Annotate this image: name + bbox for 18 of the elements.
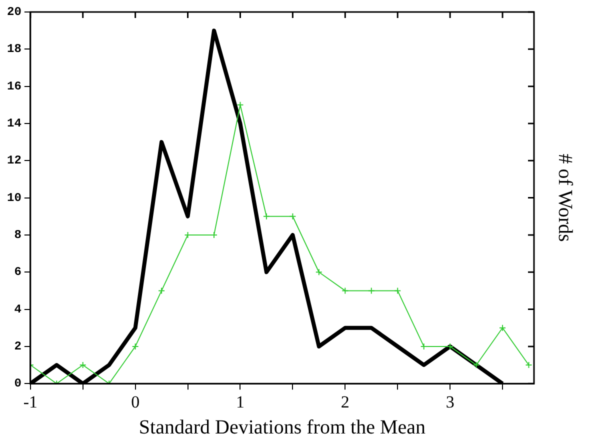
x-tick-label: 3 — [446, 392, 454, 412]
x-tick-label: 2 — [340, 392, 350, 412]
x-tick-label: -1 — [23, 392, 38, 412]
x-axis-title: Standard Deviations from the Mean — [138, 416, 426, 438]
y-tick-label: 10 — [6, 190, 22, 205]
y-tick-label: 8 — [14, 228, 22, 242]
y-tick-label: 2 — [14, 339, 22, 354]
y-tick-label: 6 — [14, 265, 22, 280]
y-tick-label: 20 — [6, 5, 22, 20]
y-tick-label: 12 — [6, 154, 22, 168]
y-tick-label: 16 — [6, 79, 22, 94]
y-tick-label: 14 — [6, 116, 22, 130]
y-tick-label: 18 — [6, 42, 22, 56]
x-tick-label: 1 — [236, 392, 244, 412]
y-axis-title: # of Words — [554, 154, 576, 242]
y-tick-label: 4 — [14, 302, 22, 316]
y-tick-label: 0 — [14, 376, 22, 391]
x-tick-label: 0 — [131, 392, 140, 412]
